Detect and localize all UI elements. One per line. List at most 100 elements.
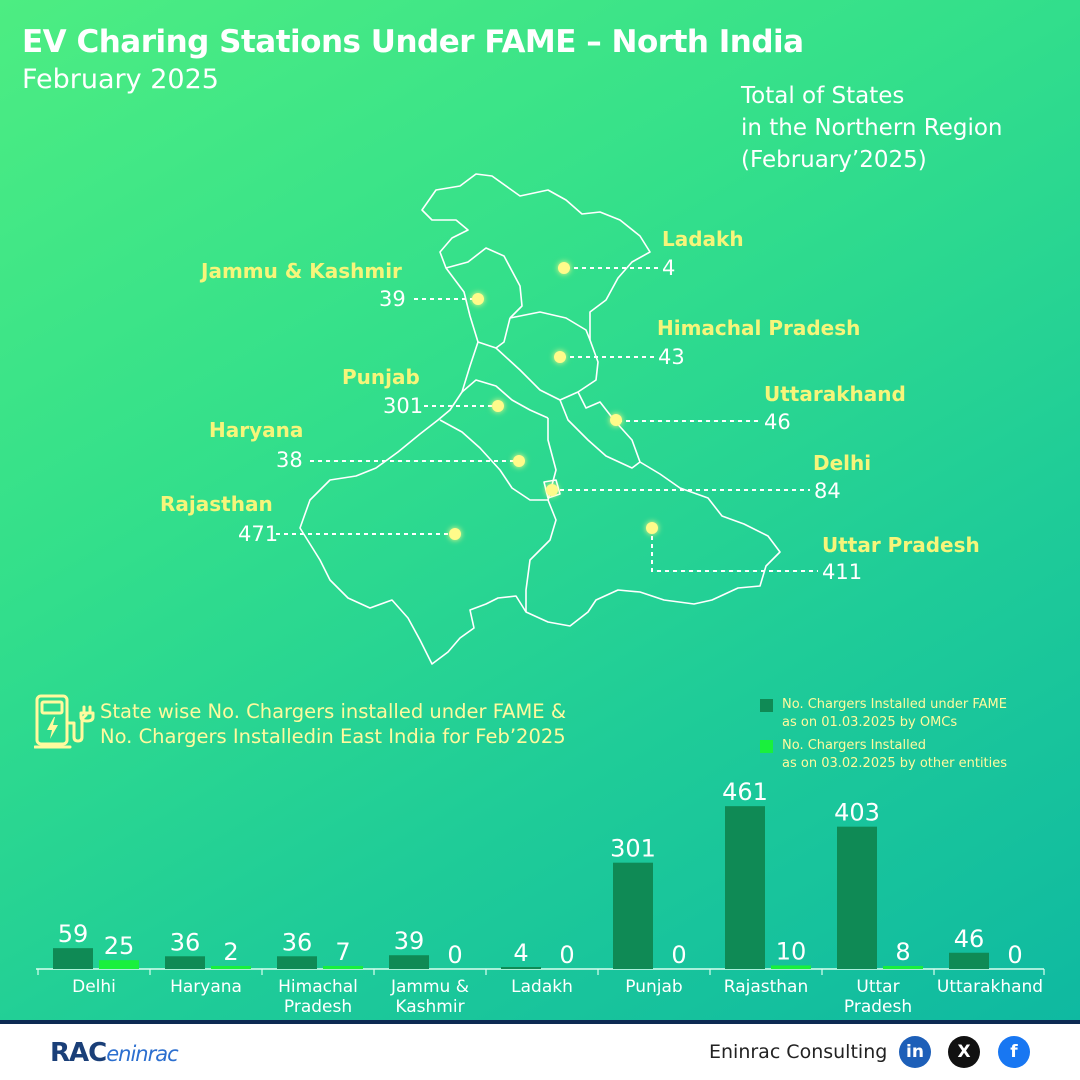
- bar: [323, 966, 363, 969]
- x-tick-label: Punjab: [625, 977, 682, 997]
- data-label: 25: [104, 932, 135, 960]
- map-border-uk: [559, 391, 641, 469]
- marker-haryana: [513, 455, 525, 467]
- x-tick-label: Uttarakhand: [937, 977, 1043, 997]
- state-name-ladakh: Ladakh: [662, 227, 744, 251]
- leader-line-up: [651, 528, 818, 572]
- bar: [165, 956, 205, 969]
- x-tick-label: Himachal: [278, 977, 358, 997]
- x-icon[interactable]: X: [948, 1036, 980, 1068]
- x-tick-label: Kashmir: [395, 997, 464, 1017]
- legend-item-other: No. Chargers Installed as on 03.02.2025 …: [760, 737, 1007, 773]
- marker-rajasthan: [449, 528, 461, 540]
- state-name-jk: Jammu & Kashmir: [201, 259, 402, 283]
- data-label: 403: [834, 799, 880, 827]
- company-name: Eninrac Consulting: [709, 1041, 888, 1063]
- facebook-icon[interactable]: f: [998, 1036, 1030, 1068]
- bar: [211, 966, 251, 969]
- map-border-hp: [495, 311, 591, 401]
- state-value-ladakh: 4: [662, 256, 676, 280]
- x-tick-label: Rajasthan: [724, 977, 809, 997]
- data-label: 2: [223, 938, 238, 966]
- marker-up: [646, 522, 658, 534]
- legend-label-line: as on 03.02.2025 by other entities: [782, 756, 1008, 771]
- legend-label-line: No. Chargers Installed under FAME: [782, 697, 1007, 712]
- legend-item-fame: No. Chargers Installed under FAME as on …: [760, 696, 1007, 732]
- data-label: 8: [895, 938, 910, 966]
- map-border-jk: [445, 247, 523, 319]
- total-note-line: Total of States: [741, 83, 905, 109]
- map-outline: [299, 173, 781, 665]
- state-value-delhi: 84: [814, 479, 841, 503]
- state-value-uk: 46: [764, 410, 791, 434]
- map-border-haryana: [439, 418, 557, 501]
- data-label: 36: [170, 928, 201, 956]
- bar: [99, 960, 139, 969]
- state-name-haryana: Haryana: [209, 418, 304, 442]
- data-label: 301: [610, 835, 656, 863]
- data-label: 10: [776, 937, 807, 965]
- legend-swatch-fame: [760, 699, 773, 712]
- bar: [277, 956, 317, 969]
- data-label: 46: [954, 925, 985, 953]
- marker-delhi: [546, 484, 558, 496]
- linkedin-icon[interactable]: in: [899, 1036, 931, 1068]
- state-name-rajasthan: Rajasthan: [160, 492, 273, 516]
- bar: [771, 965, 811, 969]
- bar: [53, 948, 93, 969]
- bar: [613, 862, 653, 969]
- state-value-punjab: 301: [383, 394, 424, 418]
- bar: [837, 826, 877, 969]
- total-note-line: in the Northern Region: [741, 115, 1003, 141]
- total-note-line: (February’2025): [741, 147, 927, 173]
- bar: [389, 955, 429, 969]
- marker-jk: [472, 293, 484, 305]
- chart-heading-line: No. Chargers Installedin East India for …: [100, 725, 566, 748]
- data-label: 0: [559, 941, 574, 969]
- legend-swatch-other: [760, 740, 773, 753]
- x-tick-label: Pradesh: [284, 997, 352, 1017]
- brand-logo-sub: eninrac: [106, 1042, 178, 1066]
- marker-punjab: [492, 400, 504, 412]
- page-title: EV Charing Stations Under FAME – North I…: [22, 24, 804, 60]
- map-border-punjab: [461, 341, 549, 419]
- data-label: 7: [335, 938, 350, 966]
- legend-label-line: as on 01.03.2025 by OMCs: [782, 715, 958, 730]
- data-label: 0: [1007, 941, 1022, 969]
- data-label: 36: [282, 928, 313, 956]
- data-label: 0: [671, 941, 686, 969]
- marker-hp: [554, 351, 566, 363]
- chart-legend: No. Chargers Installed under FAME as on …: [760, 696, 1007, 778]
- bar: [949, 952, 989, 969]
- x-tick-label: Haryana: [170, 977, 242, 997]
- data-label: 0: [447, 941, 462, 969]
- x-tick-label: Delhi: [72, 977, 116, 997]
- bar: [501, 967, 541, 969]
- x-tick-label: Jammu &: [390, 977, 469, 997]
- state-value-haryana: 38: [276, 448, 303, 472]
- state-name-hp: Himachal Pradesh: [657, 316, 861, 340]
- chart-heading: State wise No. Chargers installed under …: [100, 699, 566, 749]
- data-label: 4: [513, 939, 528, 967]
- state-value-hp: 43: [658, 345, 685, 369]
- x-tick-label: Pradesh: [844, 997, 912, 1017]
- footer: RACeninrac Eninrac Consulting in X f: [0, 1024, 1080, 1080]
- state-value-rajasthan: 471: [238, 522, 279, 546]
- chart-heading-line: State wise No. Chargers installed under …: [100, 700, 567, 723]
- x-tick-label: Uttar: [856, 977, 899, 997]
- data-label: 461: [722, 778, 768, 806]
- bar: [883, 966, 923, 969]
- marker-uk: [610, 414, 622, 426]
- map-border-up: [525, 499, 557, 612]
- marker-ladakh: [558, 262, 570, 274]
- page-subtitle: February 2025: [22, 64, 219, 95]
- state-name-up: Uttar Pradesh: [822, 533, 980, 557]
- state-name-delhi: Delhi: [813, 451, 872, 475]
- ev-charger-icon: [34, 694, 95, 749]
- bar: [725, 806, 765, 969]
- data-label: 39: [394, 927, 425, 955]
- total-note: Total of States in the Northern Region (…: [741, 80, 1003, 176]
- brand-logo: RACeninrac: [50, 1038, 179, 1068]
